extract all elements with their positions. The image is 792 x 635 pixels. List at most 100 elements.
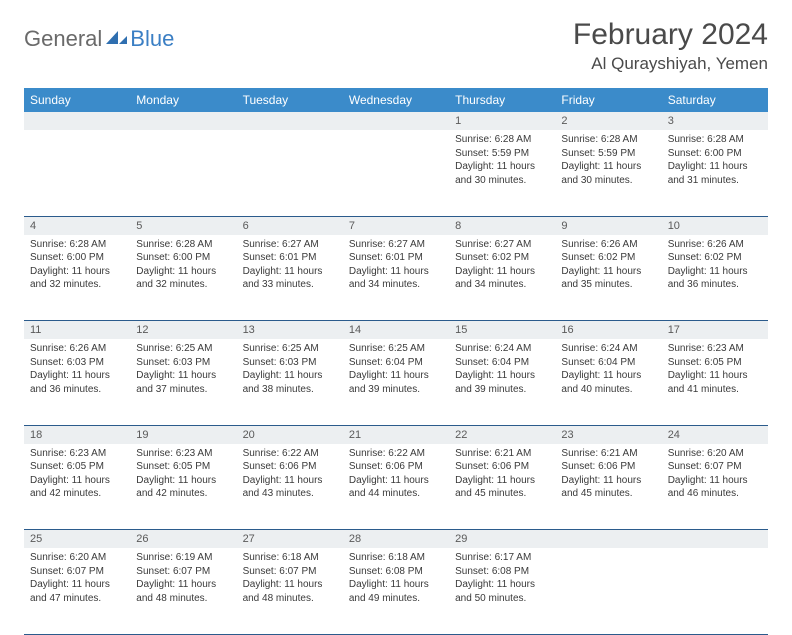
daylight-line: Daylight: 11 hours and 49 minutes. xyxy=(349,578,443,605)
calendar-header-row: SundayMondayTuesdayWednesdayThursdayFrid… xyxy=(24,88,768,112)
day-details: Sunrise: 6:23 AMSunset: 6:05 PMDaylight:… xyxy=(24,444,130,507)
day-cell xyxy=(237,130,343,216)
day-content-row: Sunrise: 6:28 AMSunset: 5:59 PMDaylight:… xyxy=(24,130,768,216)
day-details: Sunrise: 6:23 AMSunset: 6:05 PMDaylight:… xyxy=(662,339,768,402)
day-details: Sunrise: 6:18 AMSunset: 6:07 PMDaylight:… xyxy=(237,548,343,611)
header: General Blue February 2024 Al Qurayshiya… xyxy=(24,18,768,74)
sunrise-line: Sunrise: 6:18 AM xyxy=(349,551,443,565)
day-number-cell: 17 xyxy=(662,321,768,340)
day-details: Sunrise: 6:28 AMSunset: 5:59 PMDaylight:… xyxy=(449,130,555,193)
sunset-line: Sunset: 5:59 PM xyxy=(455,147,549,161)
daylight-line: Daylight: 11 hours and 30 minutes. xyxy=(561,160,655,187)
day-cell: Sunrise: 6:26 AMSunset: 6:02 PMDaylight:… xyxy=(662,235,768,321)
sunrise-line: Sunrise: 6:22 AM xyxy=(349,447,443,461)
day-cell: Sunrise: 6:27 AMSunset: 6:01 PMDaylight:… xyxy=(343,235,449,321)
sunrise-line: Sunrise: 6:22 AM xyxy=(243,447,337,461)
daylight-line: Daylight: 11 hours and 41 minutes. xyxy=(668,369,762,396)
day-cell: Sunrise: 6:26 AMSunset: 6:02 PMDaylight:… xyxy=(555,235,661,321)
daylight-line: Daylight: 11 hours and 30 minutes. xyxy=(455,160,549,187)
day-details: Sunrise: 6:25 AMSunset: 6:04 PMDaylight:… xyxy=(343,339,449,402)
day-cell xyxy=(130,130,236,216)
daylight-line: Daylight: 11 hours and 39 minutes. xyxy=(349,369,443,396)
sunset-line: Sunset: 6:01 PM xyxy=(349,251,443,265)
sunset-line: Sunset: 6:06 PM xyxy=(349,460,443,474)
day-details: Sunrise: 6:25 AMSunset: 6:03 PMDaylight:… xyxy=(130,339,236,402)
day-number-cell: 26 xyxy=(130,530,236,549)
weekday-header: Wednesday xyxy=(343,88,449,112)
sunset-line: Sunset: 6:04 PM xyxy=(561,356,655,370)
day-number-row: 45678910 xyxy=(24,216,768,235)
day-content-row: Sunrise: 6:23 AMSunset: 6:05 PMDaylight:… xyxy=(24,444,768,530)
day-number-cell: 4 xyxy=(24,216,130,235)
logo: General Blue xyxy=(24,26,174,52)
sunrise-line: Sunrise: 6:21 AM xyxy=(561,447,655,461)
sunrise-line: Sunrise: 6:28 AM xyxy=(561,133,655,147)
sunrise-line: Sunrise: 6:27 AM xyxy=(349,238,443,252)
daylight-line: Daylight: 11 hours and 32 minutes. xyxy=(136,265,230,292)
sunset-line: Sunset: 5:59 PM xyxy=(561,147,655,161)
sunrise-line: Sunrise: 6:19 AM xyxy=(136,551,230,565)
day-cell xyxy=(24,130,130,216)
sunset-line: Sunset: 6:08 PM xyxy=(455,565,549,579)
day-details: Sunrise: 6:27 AMSunset: 6:02 PMDaylight:… xyxy=(449,235,555,298)
day-details: Sunrise: 6:17 AMSunset: 6:08 PMDaylight:… xyxy=(449,548,555,611)
sunrise-line: Sunrise: 6:21 AM xyxy=(455,447,549,461)
day-number-cell: 27 xyxy=(237,530,343,549)
day-number-cell: 21 xyxy=(343,425,449,444)
day-cell: Sunrise: 6:26 AMSunset: 6:03 PMDaylight:… xyxy=(24,339,130,425)
day-number-cell: 1 xyxy=(449,112,555,130)
day-number-cell: 28 xyxy=(343,530,449,549)
sunset-line: Sunset: 6:05 PM xyxy=(136,460,230,474)
day-cell: Sunrise: 6:21 AMSunset: 6:06 PMDaylight:… xyxy=(555,444,661,530)
sunrise-line: Sunrise: 6:26 AM xyxy=(668,238,762,252)
day-details: Sunrise: 6:20 AMSunset: 6:07 PMDaylight:… xyxy=(24,548,130,611)
sunrise-line: Sunrise: 6:23 AM xyxy=(668,342,762,356)
logo-text-blue: Blue xyxy=(130,26,174,52)
logo-sail-icon xyxy=(106,28,128,51)
day-number-cell: 12 xyxy=(130,321,236,340)
day-details: Sunrise: 6:18 AMSunset: 6:08 PMDaylight:… xyxy=(343,548,449,611)
day-number-cell: 8 xyxy=(449,216,555,235)
day-cell: Sunrise: 6:28 AMSunset: 6:00 PMDaylight:… xyxy=(130,235,236,321)
day-details: Sunrise: 6:25 AMSunset: 6:03 PMDaylight:… xyxy=(237,339,343,402)
sunrise-line: Sunrise: 6:27 AM xyxy=(455,238,549,252)
day-cell: Sunrise: 6:23 AMSunset: 6:05 PMDaylight:… xyxy=(130,444,236,530)
day-details: Sunrise: 6:24 AMSunset: 6:04 PMDaylight:… xyxy=(555,339,661,402)
daylight-line: Daylight: 11 hours and 48 minutes. xyxy=(243,578,337,605)
day-number-cell xyxy=(24,112,130,130)
day-cell: Sunrise: 6:23 AMSunset: 6:05 PMDaylight:… xyxy=(24,444,130,530)
daylight-line: Daylight: 11 hours and 33 minutes. xyxy=(243,265,337,292)
daylight-line: Daylight: 11 hours and 47 minutes. xyxy=(30,578,124,605)
sunrise-line: Sunrise: 6:26 AM xyxy=(561,238,655,252)
sunrise-line: Sunrise: 6:20 AM xyxy=(30,551,124,565)
day-number-cell: 24 xyxy=(662,425,768,444)
day-number-cell xyxy=(343,112,449,130)
day-details: Sunrise: 6:26 AMSunset: 6:02 PMDaylight:… xyxy=(555,235,661,298)
day-number-row: 2526272829 xyxy=(24,530,768,549)
sunrise-line: Sunrise: 6:23 AM xyxy=(30,447,124,461)
weekday-header: Sunday xyxy=(24,88,130,112)
day-number-row: 18192021222324 xyxy=(24,425,768,444)
day-number-cell: 15 xyxy=(449,321,555,340)
day-cell: Sunrise: 6:18 AMSunset: 6:08 PMDaylight:… xyxy=(343,548,449,634)
day-content-row: Sunrise: 6:20 AMSunset: 6:07 PMDaylight:… xyxy=(24,548,768,634)
day-cell: Sunrise: 6:27 AMSunset: 6:01 PMDaylight:… xyxy=(237,235,343,321)
day-number-cell: 19 xyxy=(130,425,236,444)
day-details: Sunrise: 6:21 AMSunset: 6:06 PMDaylight:… xyxy=(555,444,661,507)
day-cell: Sunrise: 6:25 AMSunset: 6:04 PMDaylight:… xyxy=(343,339,449,425)
sunrise-line: Sunrise: 6:17 AM xyxy=(455,551,549,565)
day-number-cell: 22 xyxy=(449,425,555,444)
day-cell: Sunrise: 6:25 AMSunset: 6:03 PMDaylight:… xyxy=(130,339,236,425)
daylight-line: Daylight: 11 hours and 31 minutes. xyxy=(668,160,762,187)
daylight-line: Daylight: 11 hours and 34 minutes. xyxy=(349,265,443,292)
sunset-line: Sunset: 6:05 PM xyxy=(30,460,124,474)
daylight-line: Daylight: 11 hours and 42 minutes. xyxy=(30,474,124,501)
daylight-line: Daylight: 11 hours and 36 minutes. xyxy=(30,369,124,396)
sunrise-line: Sunrise: 6:25 AM xyxy=(349,342,443,356)
daylight-line: Daylight: 11 hours and 44 minutes. xyxy=(349,474,443,501)
day-cell: Sunrise: 6:27 AMSunset: 6:02 PMDaylight:… xyxy=(449,235,555,321)
day-number-cell xyxy=(237,112,343,130)
logo-text-general: General xyxy=(24,26,102,52)
sunrise-line: Sunrise: 6:27 AM xyxy=(243,238,337,252)
day-number-row: 123 xyxy=(24,112,768,130)
